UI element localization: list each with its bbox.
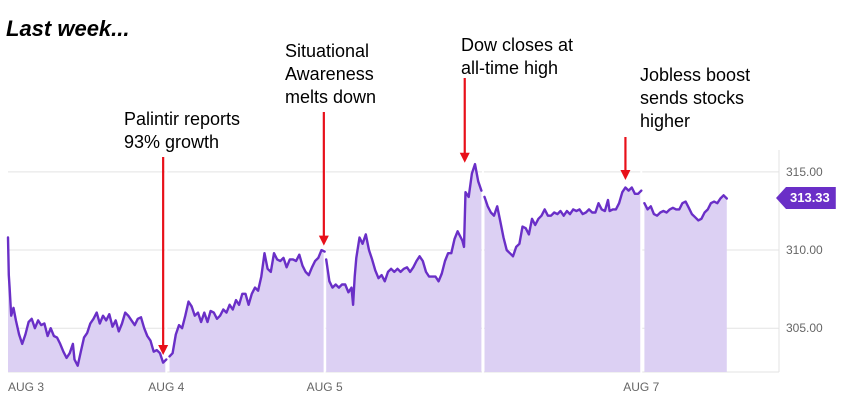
arrow-head	[158, 345, 169, 356]
annotation-palantir: Palintir reports 93% growth	[124, 108, 240, 154]
x-tick-label: AUG 7	[623, 380, 660, 394]
y-tick-label: 315.00	[786, 164, 823, 179]
price-line-segment-1	[168, 248, 326, 358]
price-line-segment-3	[483, 186, 643, 258]
arrow-dow	[459, 78, 470, 163]
y-tick-label: 310.00	[786, 243, 823, 258]
annotation-line: Palintir reports	[124, 109, 241, 129]
annotation-line: higher	[640, 111, 691, 131]
annotation-arrows	[158, 78, 631, 356]
price-line-segment-4	[643, 194, 728, 222]
annotation-line: Awareness	[285, 64, 374, 84]
annotation-line: melts down	[285, 87, 377, 107]
annotation-line: sends stocks	[640, 88, 745, 108]
price-area	[8, 164, 727, 372]
arrow-head	[620, 169, 631, 180]
chart-heading: Last week...	[6, 16, 130, 41]
x-tick-label: AUG 5	[306, 380, 343, 394]
x-tick-label: AUG 4	[148, 380, 185, 394]
price-line-segment-0	[6, 236, 168, 367]
price-area-segment-0	[8, 237, 167, 372]
y-tick-label: 305.00	[786, 321, 823, 336]
price-area-segment-4	[644, 195, 727, 372]
price-area-segment-2	[326, 164, 482, 372]
arrow-jobless	[620, 137, 631, 180]
arrow-head	[318, 235, 329, 246]
annotation-line: all-time high	[461, 58, 559, 78]
annotation-line: Dow closes at	[461, 35, 574, 55]
annotation-jobless: Jobless boost sends stocks higher	[640, 64, 750, 133]
price-area-segment-3	[484, 187, 642, 372]
annotation-line: 93% growth	[124, 132, 220, 152]
price-line-segment-2	[325, 162, 483, 306]
arrow-situational	[318, 112, 329, 246]
annotation-line: Jobless boost	[640, 65, 751, 85]
annotation-situational: Situational Awareness melts down	[285, 40, 376, 109]
annotation-line: Situational	[285, 41, 370, 61]
arrow-head	[459, 152, 470, 163]
arrow-palantir	[158, 157, 169, 356]
last-price-badge: 313.33	[776, 186, 836, 209]
price-area-segment-1	[169, 250, 325, 372]
annotation-dow: Dow closes at all-time high	[461, 34, 573, 80]
price-line	[6, 162, 728, 367]
x-tick-label: AUG 3	[8, 380, 45, 394]
